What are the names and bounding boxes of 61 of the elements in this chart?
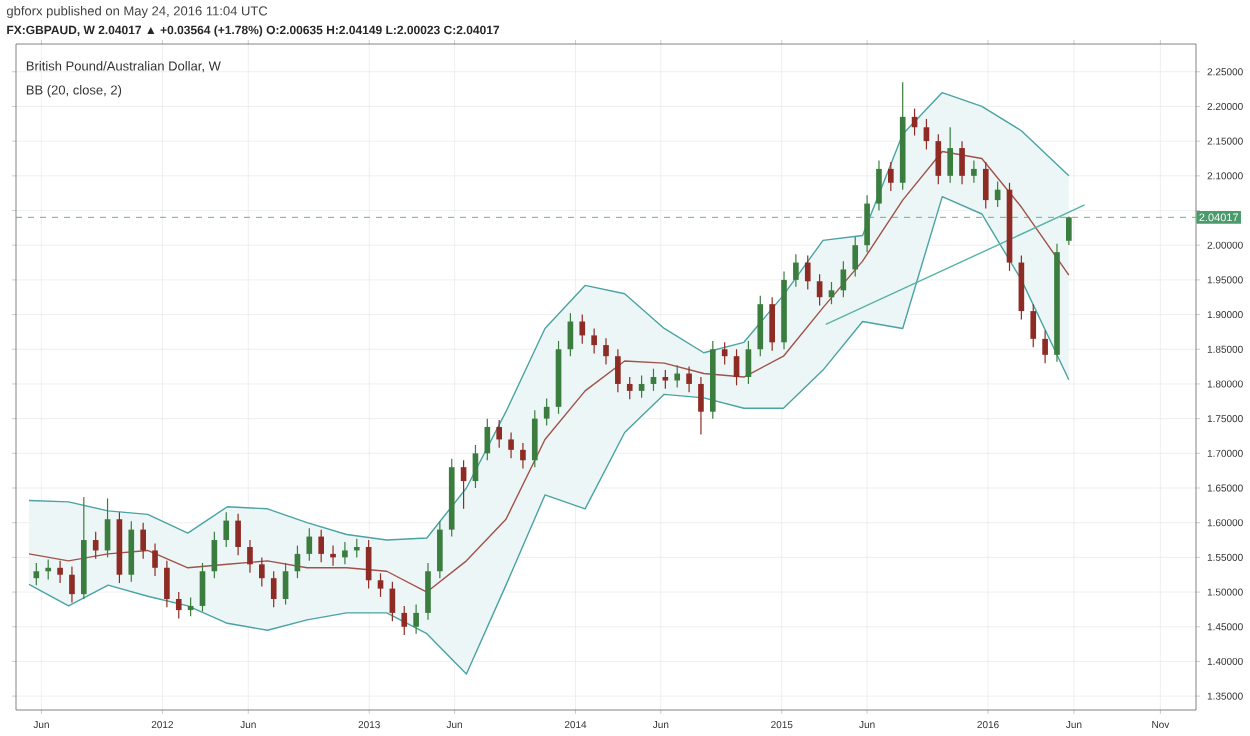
- candlestick: [437, 520, 443, 579]
- candlestick: [638, 375, 645, 399]
- candlestick: [769, 296, 775, 352]
- candlestick: [757, 295, 764, 357]
- candlestick: [935, 133, 942, 185]
- candlestick: [543, 397, 550, 427]
- candlestick: [626, 376, 633, 400]
- candlestick: [852, 236, 859, 278]
- candlestick: [876, 159, 882, 212]
- candlestick: [1042, 329, 1048, 364]
- candlestick: [923, 118, 930, 151]
- candlestick: [235, 513, 241, 556]
- candlestick: [330, 544, 336, 567]
- candlestick: [413, 603, 419, 635]
- candlestick: [306, 527, 313, 562]
- candlestick: [69, 565, 75, 604]
- candlestick: [45, 558, 52, 581]
- candlestick: [318, 529, 324, 563]
- candlestick: [982, 161, 989, 210]
- candlestick: [1066, 215, 1072, 246]
- candlestick: [353, 538, 360, 558]
- candlestick: [508, 431, 514, 459]
- candlestick: [721, 341, 728, 366]
- candlestick: [128, 520, 135, 583]
- candlestick: [650, 368, 657, 392]
- candlestick: [164, 560, 170, 608]
- candlestick: [959, 140, 965, 185]
- candlestick: [401, 605, 408, 636]
- line-series: [28, 195, 1070, 675]
- candlestick: [804, 255, 811, 291]
- candlestick: [888, 161, 894, 192]
- candlestick: [591, 327, 597, 355]
- candlestick: [140, 522, 146, 560]
- candlestick: [496, 419, 503, 449]
- candlestick: [175, 591, 182, 620]
- candlestick: [425, 562, 431, 621]
- candlestick: [1030, 303, 1037, 348]
- candlestick: [947, 126, 953, 184]
- candlestick: [579, 313, 586, 345]
- candlestick: [270, 570, 277, 608]
- candlestick: [33, 562, 40, 586]
- candlestick: [793, 253, 799, 288]
- candlestick: [342, 541, 348, 565]
- candlestick: [247, 539, 253, 574]
- candlestick: [223, 511, 230, 548]
- candlestick: [520, 442, 526, 470]
- candlestick: [259, 556, 265, 588]
- candlestick: [698, 376, 704, 436]
- candlestick: [971, 159, 977, 184]
- candlestick: [57, 560, 63, 584]
- candlestick: [603, 337, 609, 366]
- candlestick: [828, 281, 835, 305]
- candlestick: [686, 366, 692, 393]
- candlestick: [377, 572, 384, 598]
- candlestick: [92, 531, 99, 560]
- candlestick: [152, 542, 158, 577]
- candlestick: [615, 348, 621, 393]
- candlestick: [531, 409, 538, 468]
- candlestick: [674, 364, 681, 389]
- candlestick: [864, 194, 870, 253]
- candlestick: [460, 459, 467, 510]
